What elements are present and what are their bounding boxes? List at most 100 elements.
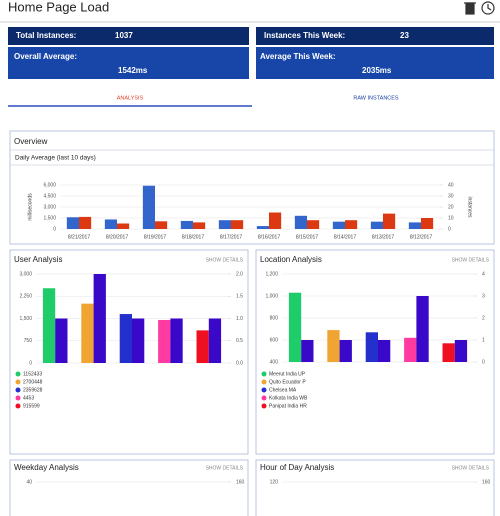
stat-value: 2035ms (362, 66, 392, 75)
y-tick-label: 800 (270, 315, 279, 321)
show-details[interactable]: SHOW DETAILS (206, 465, 244, 471)
y-tick-label: 600 (270, 337, 279, 343)
y-tick-label: 1,000 (265, 293, 278, 299)
page-title: Home Page Load (8, 0, 109, 14)
bar (93, 274, 106, 363)
y2-tick-label: 4 (482, 271, 485, 277)
stat-label: Instances This Week: (264, 31, 345, 40)
bar (142, 185, 155, 229)
bar (288, 292, 302, 362)
clock-icon[interactable] (481, 1, 495, 15)
panel (9, 459, 249, 516)
legend-label: Chelsea MA (269, 387, 297, 393)
stat-tile (256, 27, 494, 45)
panel-title: User Analysis (14, 255, 62, 264)
bar (208, 318, 222, 363)
y-tick-label: 1,500 (43, 215, 56, 221)
legend-swatch (15, 403, 21, 409)
legend-swatch (261, 379, 267, 385)
bar (218, 220, 231, 229)
tab[interactable]: ANALYSIS (117, 95, 144, 101)
y-tick-label: 0 (53, 226, 56, 232)
y-tick-label: 750 (24, 338, 33, 344)
show-details[interactable]: SHOW DETAILS (452, 257, 490, 263)
bar (66, 217, 79, 229)
legend-swatch (15, 387, 21, 393)
bar (158, 319, 171, 363)
bar (55, 318, 68, 363)
bar (301, 340, 314, 362)
legend-label: Quito Ecuador P (269, 379, 306, 385)
x-tick-label: 8/19/2017 (144, 234, 166, 240)
bar (421, 218, 434, 229)
stat-label: Average This Week: (260, 52, 336, 61)
panel (255, 459, 495, 516)
y2-tick-label: 40 (448, 182, 454, 188)
bar (294, 215, 307, 229)
stat-label: Overall Average: (14, 52, 77, 61)
y2-tick-label: 30 (448, 193, 454, 199)
bar (307, 220, 320, 229)
x-tick-label: 8/17/2017 (220, 234, 242, 240)
delete-icon[interactable] (464, 2, 476, 15)
panel-title: Overview (14, 137, 48, 146)
bar (79, 216, 92, 229)
y-tick-label: 4,500 (43, 193, 56, 199)
y2-tick-label: 20 (448, 204, 454, 210)
legend-swatch (261, 395, 267, 401)
x-tick-label: 8/13/2017 (372, 234, 394, 240)
y2-tick-label: 0 (448, 226, 451, 232)
stat-value: 1037 (115, 31, 133, 40)
y2-tick-label: 160 (236, 479, 245, 485)
bar (231, 220, 244, 229)
legend-label: 4453 (23, 395, 34, 401)
y2-tick-label: 1 (482, 337, 485, 343)
x-tick-label: 8/14/2017 (334, 234, 356, 240)
legend-swatch (15, 371, 21, 377)
x-tick-label: 8/16/2017 (258, 234, 280, 240)
bar (370, 221, 383, 229)
bar (193, 222, 206, 229)
legend-swatch (15, 379, 21, 385)
y-tick-label: 3,000 (43, 204, 56, 210)
bar (180, 220, 193, 229)
bar (117, 223, 130, 229)
bar (454, 340, 468, 362)
tab[interactable]: RAW INSTANCES (353, 95, 399, 101)
y2-tick-label: 0.0 (236, 360, 243, 366)
bar (196, 330, 209, 363)
show-details[interactable]: SHOW DETAILS (452, 465, 490, 471)
bar (155, 221, 168, 229)
bar (408, 222, 421, 229)
panel-title: Hour of Day Analysis (260, 463, 334, 472)
bar (383, 213, 396, 229)
show-details[interactable]: SHOW DETAILS (206, 257, 244, 263)
legend-label: 2359628 (23, 387, 43, 393)
y2-tick-label: 0 (482, 359, 485, 365)
stat-tile (256, 47, 494, 79)
legend-swatch (261, 371, 267, 377)
y2-tick-label: 2 (482, 315, 485, 321)
y-tick-label: 40 (26, 479, 32, 485)
y2-tick-label: 2.0 (236, 271, 243, 277)
x-tick-label: 8/20/2017 (106, 234, 128, 240)
x-tick-label: 8/18/2017 (182, 234, 204, 240)
bar (170, 318, 183, 363)
legend-label: Kolkata India WB (269, 395, 308, 401)
legend-label: 2700448 (23, 379, 43, 385)
bar (416, 296, 429, 362)
stat-value: 23 (400, 31, 409, 40)
bar (104, 219, 117, 229)
stat-label: Total Instances: (16, 31, 76, 40)
stat-tile (8, 27, 249, 45)
y-tick-label: 120 (270, 479, 279, 485)
y-tick-label: 1,500 (19, 316, 32, 322)
panel-subtitle: Daily Average (last 10 days) (15, 155, 96, 162)
bar (42, 288, 56, 363)
bar (332, 221, 345, 229)
stat-value: 1542ms (118, 66, 148, 75)
y-tick-label: 400 (270, 359, 279, 365)
legend-label: Panipat India HR (269, 403, 307, 409)
y2-tick-label: 3 (482, 293, 485, 299)
bar (119, 314, 132, 363)
